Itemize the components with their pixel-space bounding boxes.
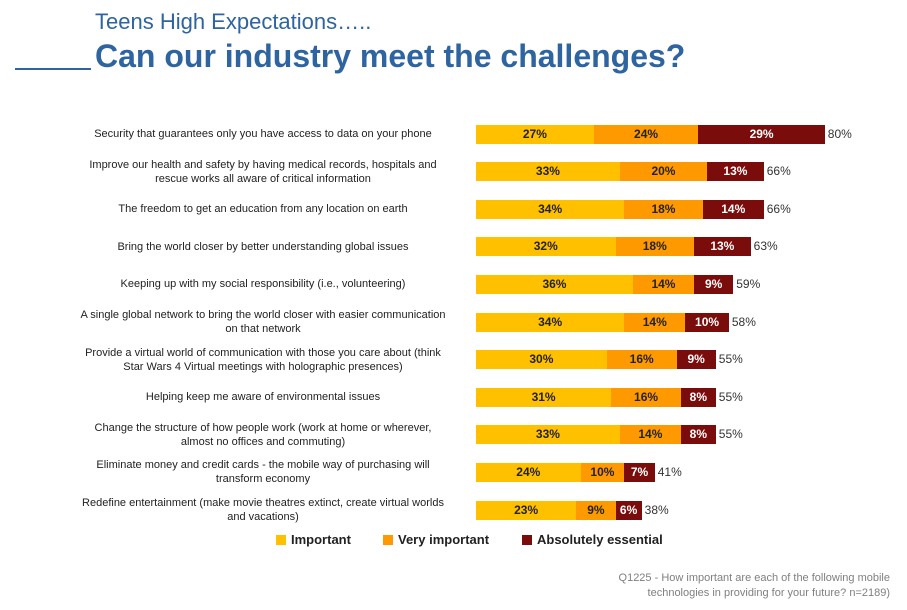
category-label: A single global network to bring the wor…	[60, 308, 466, 336]
category-label-line: transform economy	[215, 473, 311, 486]
title-rule	[15, 68, 91, 70]
category-label-line: on that network	[225, 323, 301, 335]
bar-segment: 33%	[476, 425, 620, 445]
bar-segment: 9%	[676, 350, 716, 370]
bar-segment: 32%	[476, 237, 616, 257]
legend-swatch	[276, 535, 286, 545]
bar-segment: 13%	[707, 162, 764, 182]
category-label: The freedom to get an education from any…	[60, 202, 466, 216]
bar-total-label: 41%	[657, 464, 682, 479]
category-label: Improve our health and safety by having …	[60, 158, 466, 186]
bar-segment: 34%	[476, 312, 625, 332]
bar-segment: 7%	[624, 462, 655, 482]
bar-segment: 24%	[593, 124, 699, 144]
bar-segment: 27%	[476, 124, 594, 144]
bar-segment: 23%	[476, 500, 577, 520]
bar-segment: 30%	[476, 350, 607, 370]
bar-segment: 10%	[580, 462, 625, 482]
category-label-line: Provide a virtual world of communication…	[85, 346, 441, 359]
bar-segment: 20%	[619, 162, 708, 182]
page-subtitle: Teens High Expectations…..	[95, 9, 372, 34]
category-label-line: almost no offices and commuting)	[180, 435, 346, 448]
legend-label: Very important	[398, 532, 490, 547]
bar-segment: 9%	[694, 274, 734, 294]
category-label: Change the structure of how people work …	[60, 421, 466, 449]
legend-swatch	[383, 535, 393, 545]
category-label: Security that guarantees only you have a…	[60, 127, 466, 141]
category-label-line: Star Wars 4 Virtual meetings with hologr…	[123, 360, 403, 373]
bar-segment: 13%	[694, 237, 751, 257]
bar-segment: 24%	[476, 462, 581, 482]
bar-segment: 18%	[624, 199, 703, 219]
category-label: Bring the world closer by better underst…	[60, 240, 466, 254]
bar-segment: 10%	[685, 312, 729, 332]
bar-segment: 36%	[476, 274, 633, 294]
bar-total-label: 80%	[827, 126, 852, 141]
bar-segment: 9%	[576, 500, 616, 520]
bar-total-label: 58%	[731, 314, 756, 329]
bar-segment: 14%	[619, 425, 681, 445]
category-label: Redefine entertainment (make movie theat…	[60, 496, 466, 524]
footnote-line: technologies in providing for your futur…	[647, 587, 890, 599]
legend-swatch	[522, 535, 532, 545]
bar-segment: 18%	[615, 237, 694, 257]
category-label-line: Security that guarantees only you have a…	[94, 128, 432, 140]
bar-total-label: 66%	[766, 164, 791, 179]
category-label: Eliminate money and credit cards - the m…	[60, 458, 466, 486]
bar-segment: 6%	[615, 500, 642, 520]
bar-total-label: 38%	[644, 502, 669, 517]
bar-segment: 16%	[611, 387, 681, 407]
bar-segment: 14%	[632, 274, 694, 294]
bar-total-label: 63%	[753, 239, 778, 254]
category-label-line: Helping keep me aware of environmental i…	[145, 391, 381, 404]
footnote-line: Q1225 - How important are each of the fo…	[618, 572, 890, 584]
bar-total-label: 66%	[766, 201, 791, 216]
legend-label: Absolutely essential	[537, 532, 663, 547]
bar-segment: 34%	[476, 199, 625, 219]
bar-total-label: 55%	[718, 389, 743, 404]
bar-segment: 16%	[606, 350, 677, 370]
chart-legend: Important Very important Absolutely essent…	[0, 531, 907, 549]
bar-segment: 8%	[680, 387, 716, 407]
footnote: Q1225 - How important are each of the fo…	[560, 571, 890, 601]
legend-label: Important	[291, 532, 351, 547]
bar-total-label: 55%	[718, 352, 743, 367]
bar-segment: 8%	[680, 425, 716, 445]
category-label-line: Keeping up with my social responsibility…	[120, 278, 406, 291]
category-label: Keeping up with my social responsibility…	[60, 277, 466, 291]
category-label-line: Eliminate money and credit cards - the m…	[96, 459, 430, 472]
bar-total-label: 55%	[718, 427, 743, 442]
bar-total-label: 59%	[736, 276, 761, 291]
category-label-line: rescue works all aware of critical infor…	[155, 172, 371, 185]
category-label-line: Redefine entertainment (make movie theat…	[82, 497, 444, 509]
bar-segment: 14%	[624, 312, 686, 332]
category-label-line: and vacations)	[227, 511, 299, 523]
bar-segment: 29%	[698, 124, 825, 144]
bar-segment: 31%	[476, 387, 612, 407]
page-title: Can our industry meet the challenges?	[95, 38, 686, 74]
category-label-line: A single global network to bring the wor…	[80, 309, 446, 321]
category-label: Helping keep me aware of environmental i…	[60, 390, 466, 404]
category-label-line: The freedom to get an education from any…	[118, 203, 408, 216]
bar-segment: 33%	[476, 162, 620, 182]
category-label-line: Change the structure of how people work …	[94, 421, 432, 434]
category-label: Provide a virtual world of communication…	[60, 346, 466, 374]
category-label-line: Improve our health and safety by having …	[89, 158, 437, 171]
bar-segment: 14%	[702, 199, 764, 219]
category-label-line: Bring the world closer by better underst…	[117, 240, 409, 253]
